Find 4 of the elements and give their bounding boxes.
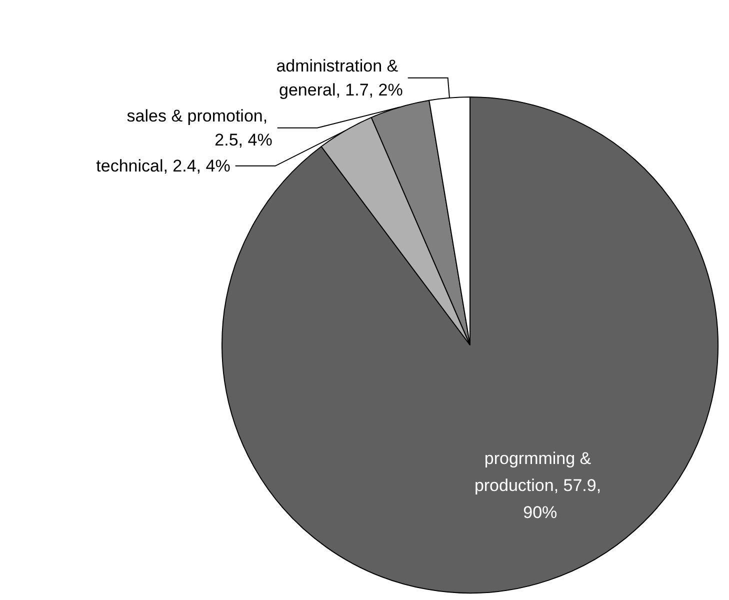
slice-label: technical, 2.4, 4% <box>96 156 230 176</box>
slice-label: administration & general, 1.7, 2% <box>276 56 403 100</box>
slice-label: sales & promotion, 2.5, 4% <box>126 106 272 150</box>
slice-label: progrmming & production, 57.9, 90% <box>474 448 606 522</box>
